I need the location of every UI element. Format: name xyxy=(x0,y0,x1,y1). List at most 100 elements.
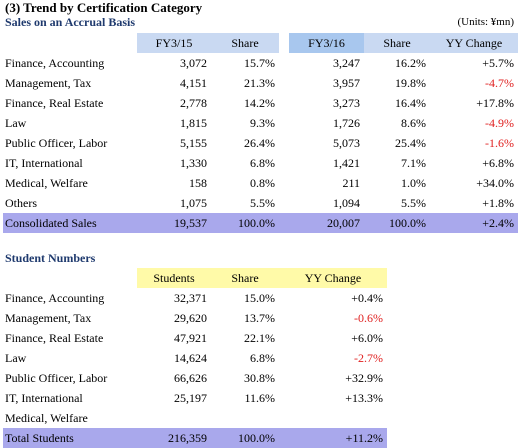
share-value: 11.6% xyxy=(244,390,275,405)
table-row: Law 14,624 6.8% -2.7% xyxy=(3,348,387,368)
yy-change-value: +6.8% xyxy=(482,155,514,170)
header-yy-change: YY Change xyxy=(279,268,387,288)
total-share: 100.0% xyxy=(211,428,279,448)
row-label: Public Officer, Labor xyxy=(5,135,108,150)
students-table: Students Share YY Change Finance, Accoun… xyxy=(3,268,387,448)
yy-change-value: -0.6% xyxy=(354,310,383,325)
total-share-15: 100.0% xyxy=(211,213,279,233)
fy15-value: 2,778 xyxy=(180,95,207,110)
students-value: 14,624 xyxy=(174,350,207,365)
header-students: Students xyxy=(137,268,211,288)
total-share-16: 100.0% xyxy=(364,213,430,233)
total-yy: +11.2% xyxy=(279,428,387,448)
row-label: IT, International xyxy=(5,155,83,170)
share-15-value: 21.3% xyxy=(244,75,275,90)
share-16-value: 5.5% xyxy=(401,195,426,210)
total-fy15: 19,537 xyxy=(137,213,211,233)
row-label: Finance, Real Estate xyxy=(5,95,104,110)
share-15-value: 0.8% xyxy=(250,175,275,190)
fy15-value: 1,330 xyxy=(180,155,207,170)
share-15-value: 9.3% xyxy=(250,115,275,130)
share-value: 15.0% xyxy=(244,290,275,305)
yy-change-value: +32.9% xyxy=(345,370,383,385)
total-yy: +2.4% xyxy=(430,213,518,233)
fy16-value: 5,073 xyxy=(333,135,360,150)
spacer-cell xyxy=(279,193,289,213)
row-label: Finance, Accounting xyxy=(5,290,105,305)
students-total-row: Total Students 216,359 100.0% +11.2% xyxy=(3,428,387,448)
fy16-value: 3,247 xyxy=(333,55,360,70)
table-row: Public Officer, Labor 66,626 30.8% +32.9% xyxy=(3,368,387,388)
share-value: 6.8% xyxy=(250,350,275,365)
share-16-value: 16.4% xyxy=(395,95,426,110)
fy15-value: 1,075 xyxy=(180,195,207,210)
share-value xyxy=(211,408,279,428)
table-row: Finance, Real Estate 47,921 22.1% +6.0% xyxy=(3,328,387,348)
yy-change-value: -2.7% xyxy=(354,350,383,365)
table-row: Medical, Welfare xyxy=(3,408,387,428)
fy15-value: 158 xyxy=(189,175,207,190)
share-15-value: 14.2% xyxy=(244,95,275,110)
students-value: 25,197 xyxy=(174,390,207,405)
table-row: Finance, Accounting 32,371 15.0% +0.4% xyxy=(3,288,387,308)
students-subtitle: Student Numbers xyxy=(5,251,96,265)
yy-change-value: +0.4% xyxy=(351,290,383,305)
fy15-value: 1,815 xyxy=(180,115,207,130)
spacer-cell xyxy=(279,93,289,113)
table-row: IT, International 25,197 11.6% +13.3% xyxy=(3,388,387,408)
share-value: 22.1% xyxy=(244,330,275,345)
header-yy-change: YY Change xyxy=(430,33,518,53)
yy-change-value: +13.3% xyxy=(345,390,383,405)
row-label: Law xyxy=(5,350,27,365)
share-16-value: 7.1% xyxy=(401,155,426,170)
share-16-value: 25.4% xyxy=(395,135,426,150)
yy-change-value: +6.0% xyxy=(351,330,383,345)
students-value: 47,921 xyxy=(174,330,207,345)
fy16-value: 211 xyxy=(342,175,360,190)
row-label: Finance, Accounting xyxy=(5,55,105,70)
fy16-value: 1,421 xyxy=(333,155,360,170)
table-row: Law 1,815 9.3% 1,726 8.6% -4.9% xyxy=(3,113,518,133)
header-share-15: Share xyxy=(211,33,279,53)
yy-change-value: +5.7% xyxy=(482,55,514,70)
yy-change-value: -4.7% xyxy=(485,75,514,90)
total-label: Total Students xyxy=(3,428,137,448)
share-16-value: 19.8% xyxy=(395,75,426,90)
header-fy15: FY3/15 xyxy=(137,33,211,53)
header-fy16: FY3/16 xyxy=(289,33,364,53)
share-value: 13.7% xyxy=(244,310,275,325)
row-label: Management, Tax xyxy=(5,75,92,90)
spacer-cell xyxy=(279,73,289,93)
row-label: Medical, Welfare xyxy=(5,175,88,190)
total-label: Consolidated Sales xyxy=(3,213,137,233)
row-label: Public Officer, Labor xyxy=(5,370,108,385)
total-fy16: 20,007 xyxy=(289,213,364,233)
header-share: Share xyxy=(211,268,279,288)
yy-change-value: -1.6% xyxy=(485,135,514,150)
spacer-cell xyxy=(279,173,289,193)
fy16-value: 1,726 xyxy=(333,115,360,130)
students-value: 32,371 xyxy=(174,290,207,305)
table-row: Management, Tax 29,620 13.7% -0.6% xyxy=(3,308,387,328)
share-15-value: 5.5% xyxy=(250,195,275,210)
spacer-cell xyxy=(279,133,289,153)
students-header-row: Students Share YY Change xyxy=(3,268,387,288)
row-label: Finance, Real Estate xyxy=(5,330,104,345)
spacer-cell xyxy=(279,53,289,73)
spacer-cell xyxy=(279,153,289,173)
students-value: 66,626 xyxy=(174,370,207,385)
share-value: 30.8% xyxy=(244,370,275,385)
fy16-value: 1,094 xyxy=(333,195,360,210)
yy-change-value: +34.0% xyxy=(476,175,514,190)
share-16-value: 16.2% xyxy=(395,55,426,70)
fy16-value: 3,957 xyxy=(333,75,360,90)
students-value xyxy=(137,408,211,428)
share-15-value: 6.8% xyxy=(250,155,275,170)
spacer-cell xyxy=(279,113,289,133)
units-label: (Units: ¥mn) xyxy=(457,16,514,28)
table-row: IT, International 1,330 6.8% 1,421 7.1% +6.8% xyxy=(3,153,518,173)
total-students: 216,359 xyxy=(137,428,211,448)
share-15-value: 15.7% xyxy=(244,55,275,70)
table-row: Others 1,075 5.5% 1,094 5.5% +1.8% xyxy=(3,193,518,213)
row-label: Management, Tax xyxy=(5,310,92,325)
